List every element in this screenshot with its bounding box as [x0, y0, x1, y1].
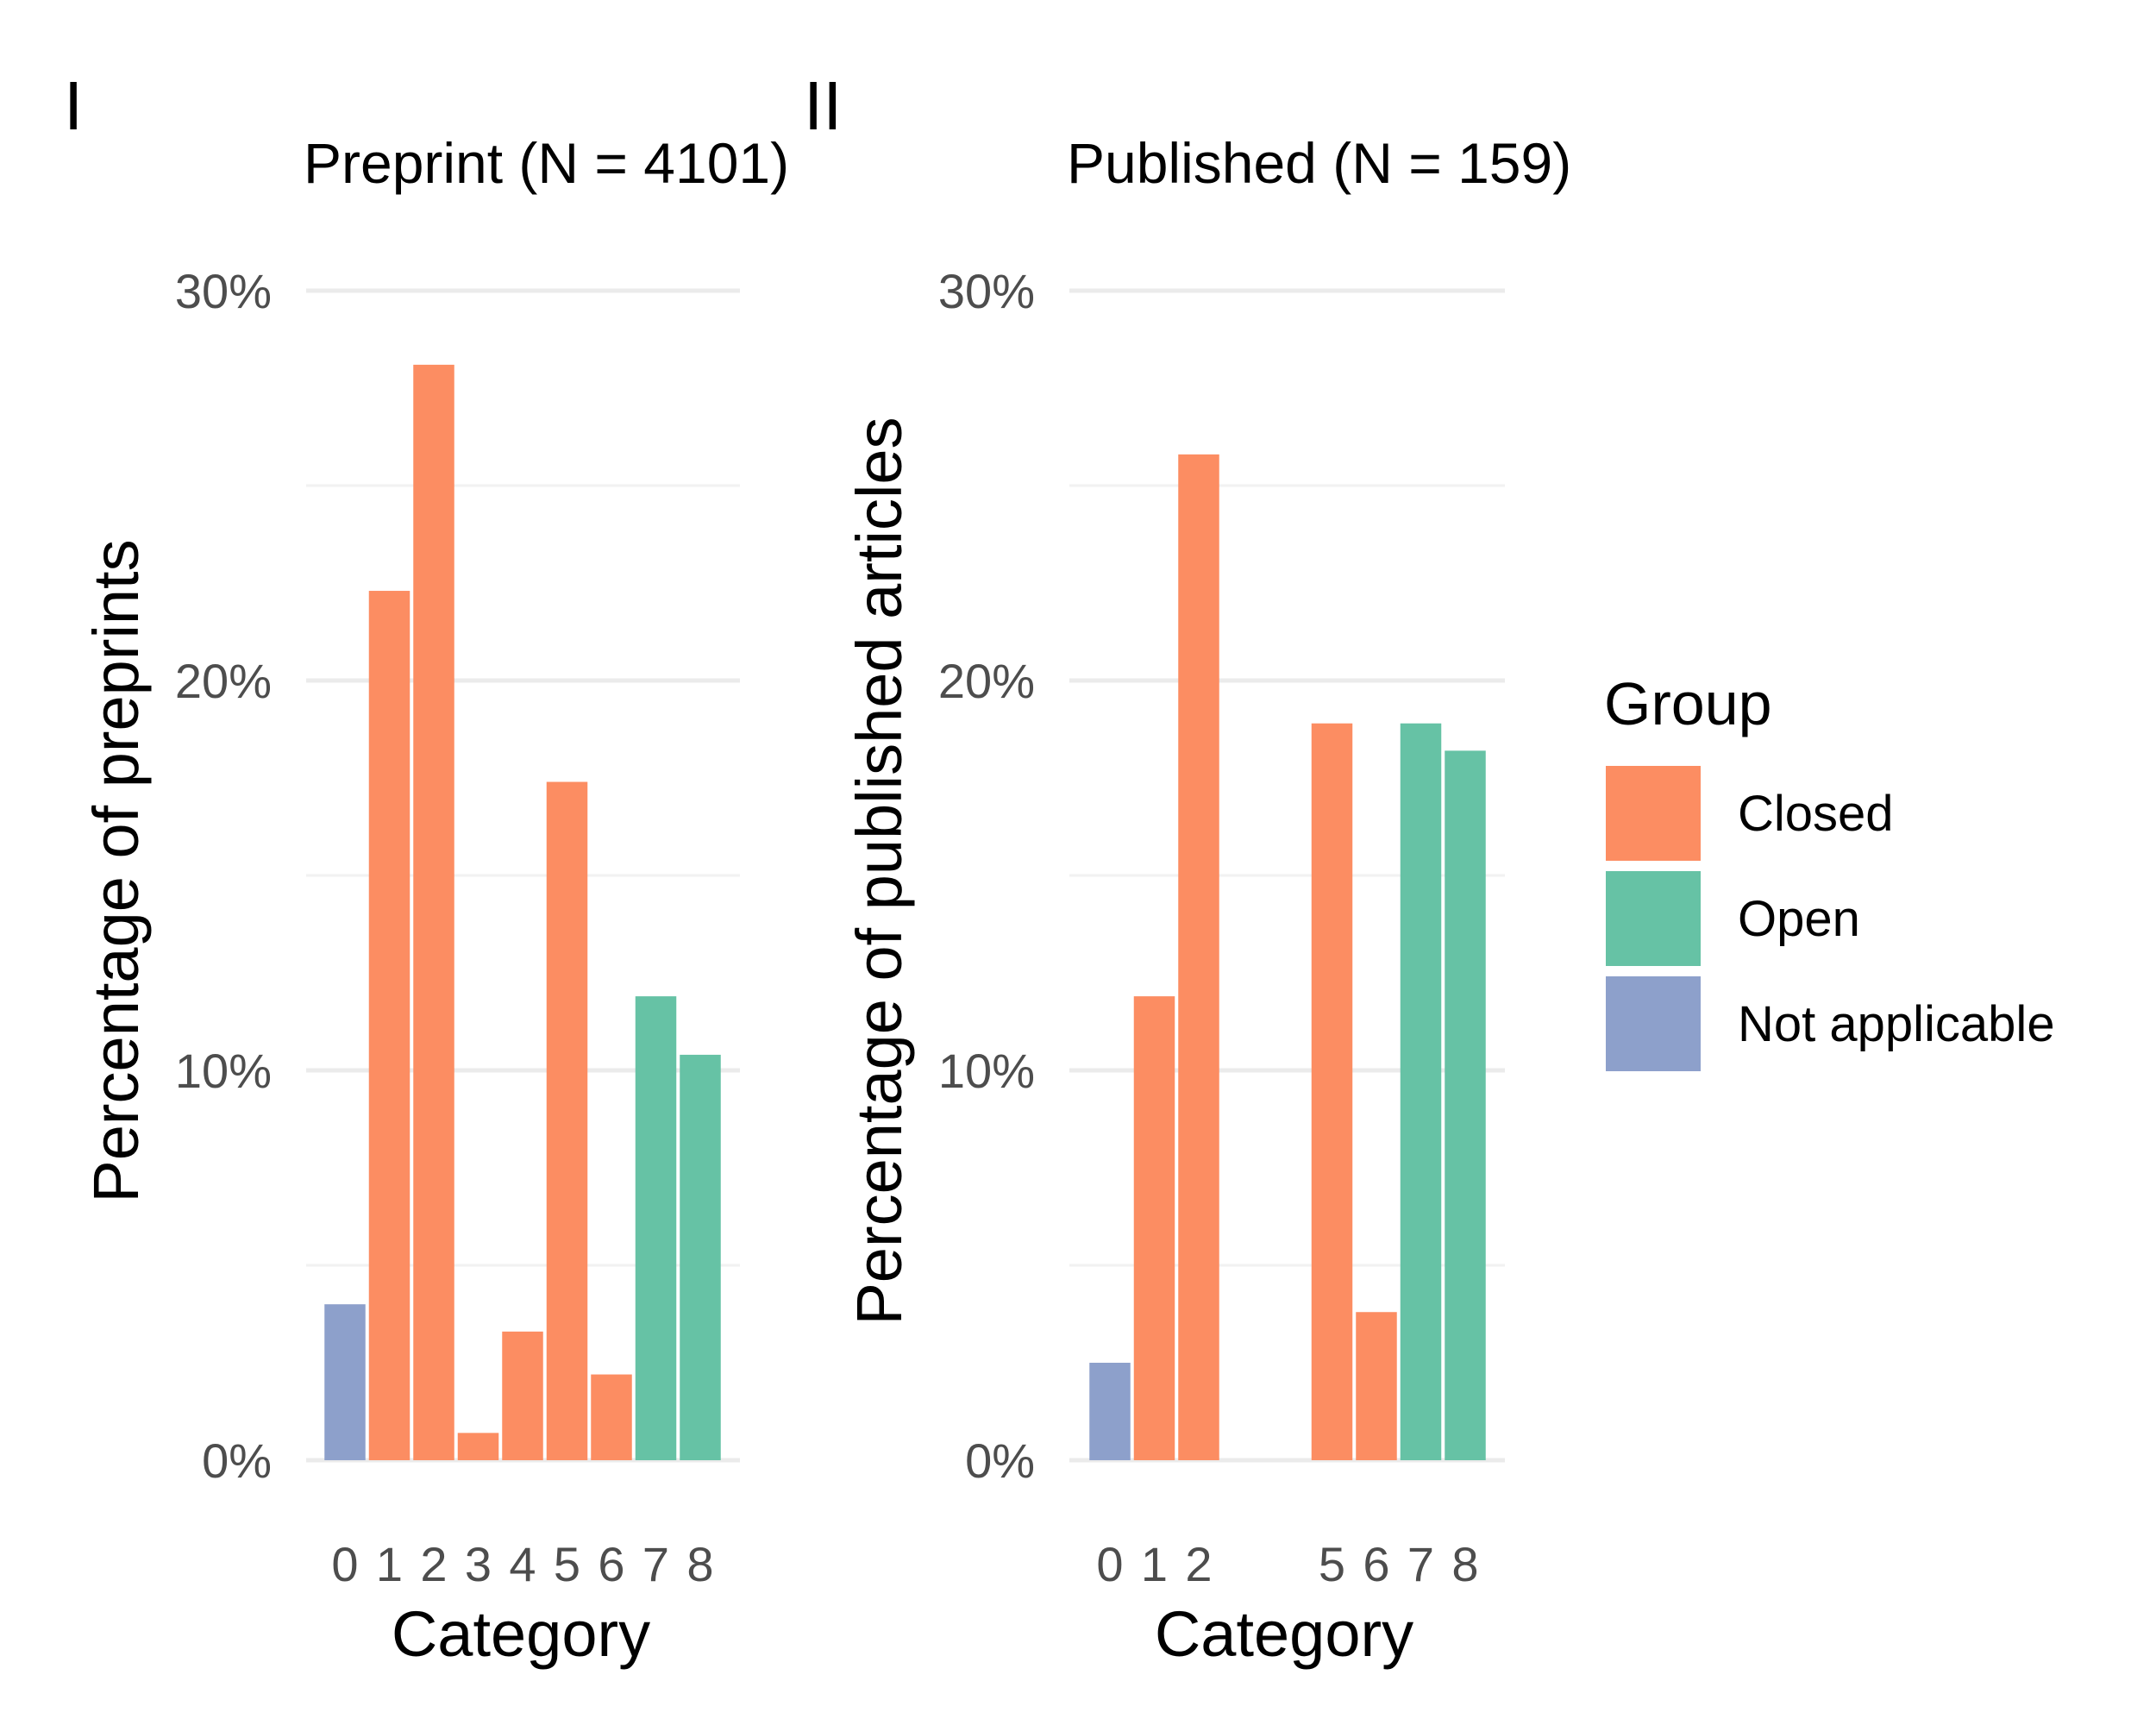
- x-tick-label: 3: [465, 1537, 492, 1591]
- x-tick-label: 1: [1141, 1537, 1168, 1591]
- bar-category-8: [680, 1054, 721, 1460]
- bar-category-1: [1133, 996, 1175, 1460]
- bar-category-1: [368, 591, 411, 1460]
- legend-title: Group: [1604, 670, 1772, 737]
- y-tick-label: 0%: [202, 1433, 272, 1488]
- legend-label: Not applicable: [1738, 996, 2055, 1052]
- y-tick-label: 0%: [965, 1433, 1035, 1488]
- x-tick-label: 1: [376, 1537, 403, 1591]
- legend-swatch: [1606, 766, 1701, 861]
- legend-swatch: [1606, 976, 1701, 1071]
- x-tick-label: 2: [1185, 1537, 1212, 1591]
- y-tick-label: 20%: [175, 654, 272, 708]
- panel-title-published: Published (N = 159): [1067, 131, 1571, 195]
- bar-category-0: [1089, 1363, 1131, 1460]
- bars-preprint: [324, 364, 721, 1460]
- panel-title-preprint: Preprint (N = 4101): [304, 131, 789, 195]
- panel-label-ii: II: [804, 67, 842, 144]
- y-axis-title-published: Percentage of published articles: [843, 417, 915, 1325]
- x-tick-label: 0: [1096, 1537, 1123, 1591]
- y-tick-label: 10%: [175, 1044, 272, 1098]
- bar-category-6: [1356, 1312, 1397, 1460]
- x-axis-title-preprint: Category: [392, 1598, 650, 1670]
- bar-category-5: [546, 781, 588, 1460]
- x-tick-label: 5: [1319, 1537, 1345, 1591]
- bar-category-8: [1445, 750, 1486, 1460]
- bar-category-7: [635, 996, 677, 1460]
- x-tick-label: 6: [598, 1537, 624, 1591]
- bar-category-2: [413, 364, 454, 1460]
- bar-category-5: [1311, 723, 1353, 1460]
- y-tick-label: 20%: [938, 654, 1035, 708]
- x-tick-label: 7: [1407, 1537, 1434, 1591]
- x-tick-label: 5: [554, 1537, 580, 1591]
- x-axis-title-published: Category: [1155, 1598, 1413, 1670]
- y-axis-title-preprint: Percentage of preprints: [80, 539, 152, 1202]
- bar-category-7: [1400, 723, 1442, 1460]
- x-tick-label: 2: [420, 1537, 447, 1591]
- bar-category-2: [1178, 454, 1219, 1460]
- y-tick-labels-preprint: 0% 10% 20% 30%: [175, 264, 272, 1488]
- panel-label-i: I: [64, 67, 83, 144]
- bar-category-3: [457, 1433, 499, 1460]
- legend-items: Closed Open Not applicable: [1606, 766, 2055, 1071]
- x-tick-label: 0: [331, 1537, 358, 1591]
- bar-category-0: [324, 1304, 366, 1460]
- x-tick-label: 6: [1363, 1537, 1389, 1591]
- y-tick-labels-published: 0% 10% 20% 30%: [938, 264, 1035, 1488]
- bar-category-6: [591, 1374, 632, 1460]
- bars-published: [1089, 454, 1486, 1460]
- y-tick-label: 30%: [938, 264, 1035, 318]
- y-tick-label: 10%: [938, 1044, 1035, 1098]
- x-tick-label: 7: [642, 1537, 669, 1591]
- legend-swatch: [1606, 871, 1701, 966]
- x-tick-label: 4: [509, 1537, 536, 1591]
- x-tick-label: 8: [1451, 1537, 1478, 1591]
- bar-category-4: [502, 1331, 543, 1460]
- legend: Group Closed Open Not applicable: [1604, 670, 2055, 1071]
- legend-label: Open: [1738, 891, 1860, 947]
- y-tick-label: 30%: [175, 264, 272, 318]
- legend-label: Closed: [1738, 786, 1894, 842]
- x-tick-label: 8: [686, 1537, 713, 1591]
